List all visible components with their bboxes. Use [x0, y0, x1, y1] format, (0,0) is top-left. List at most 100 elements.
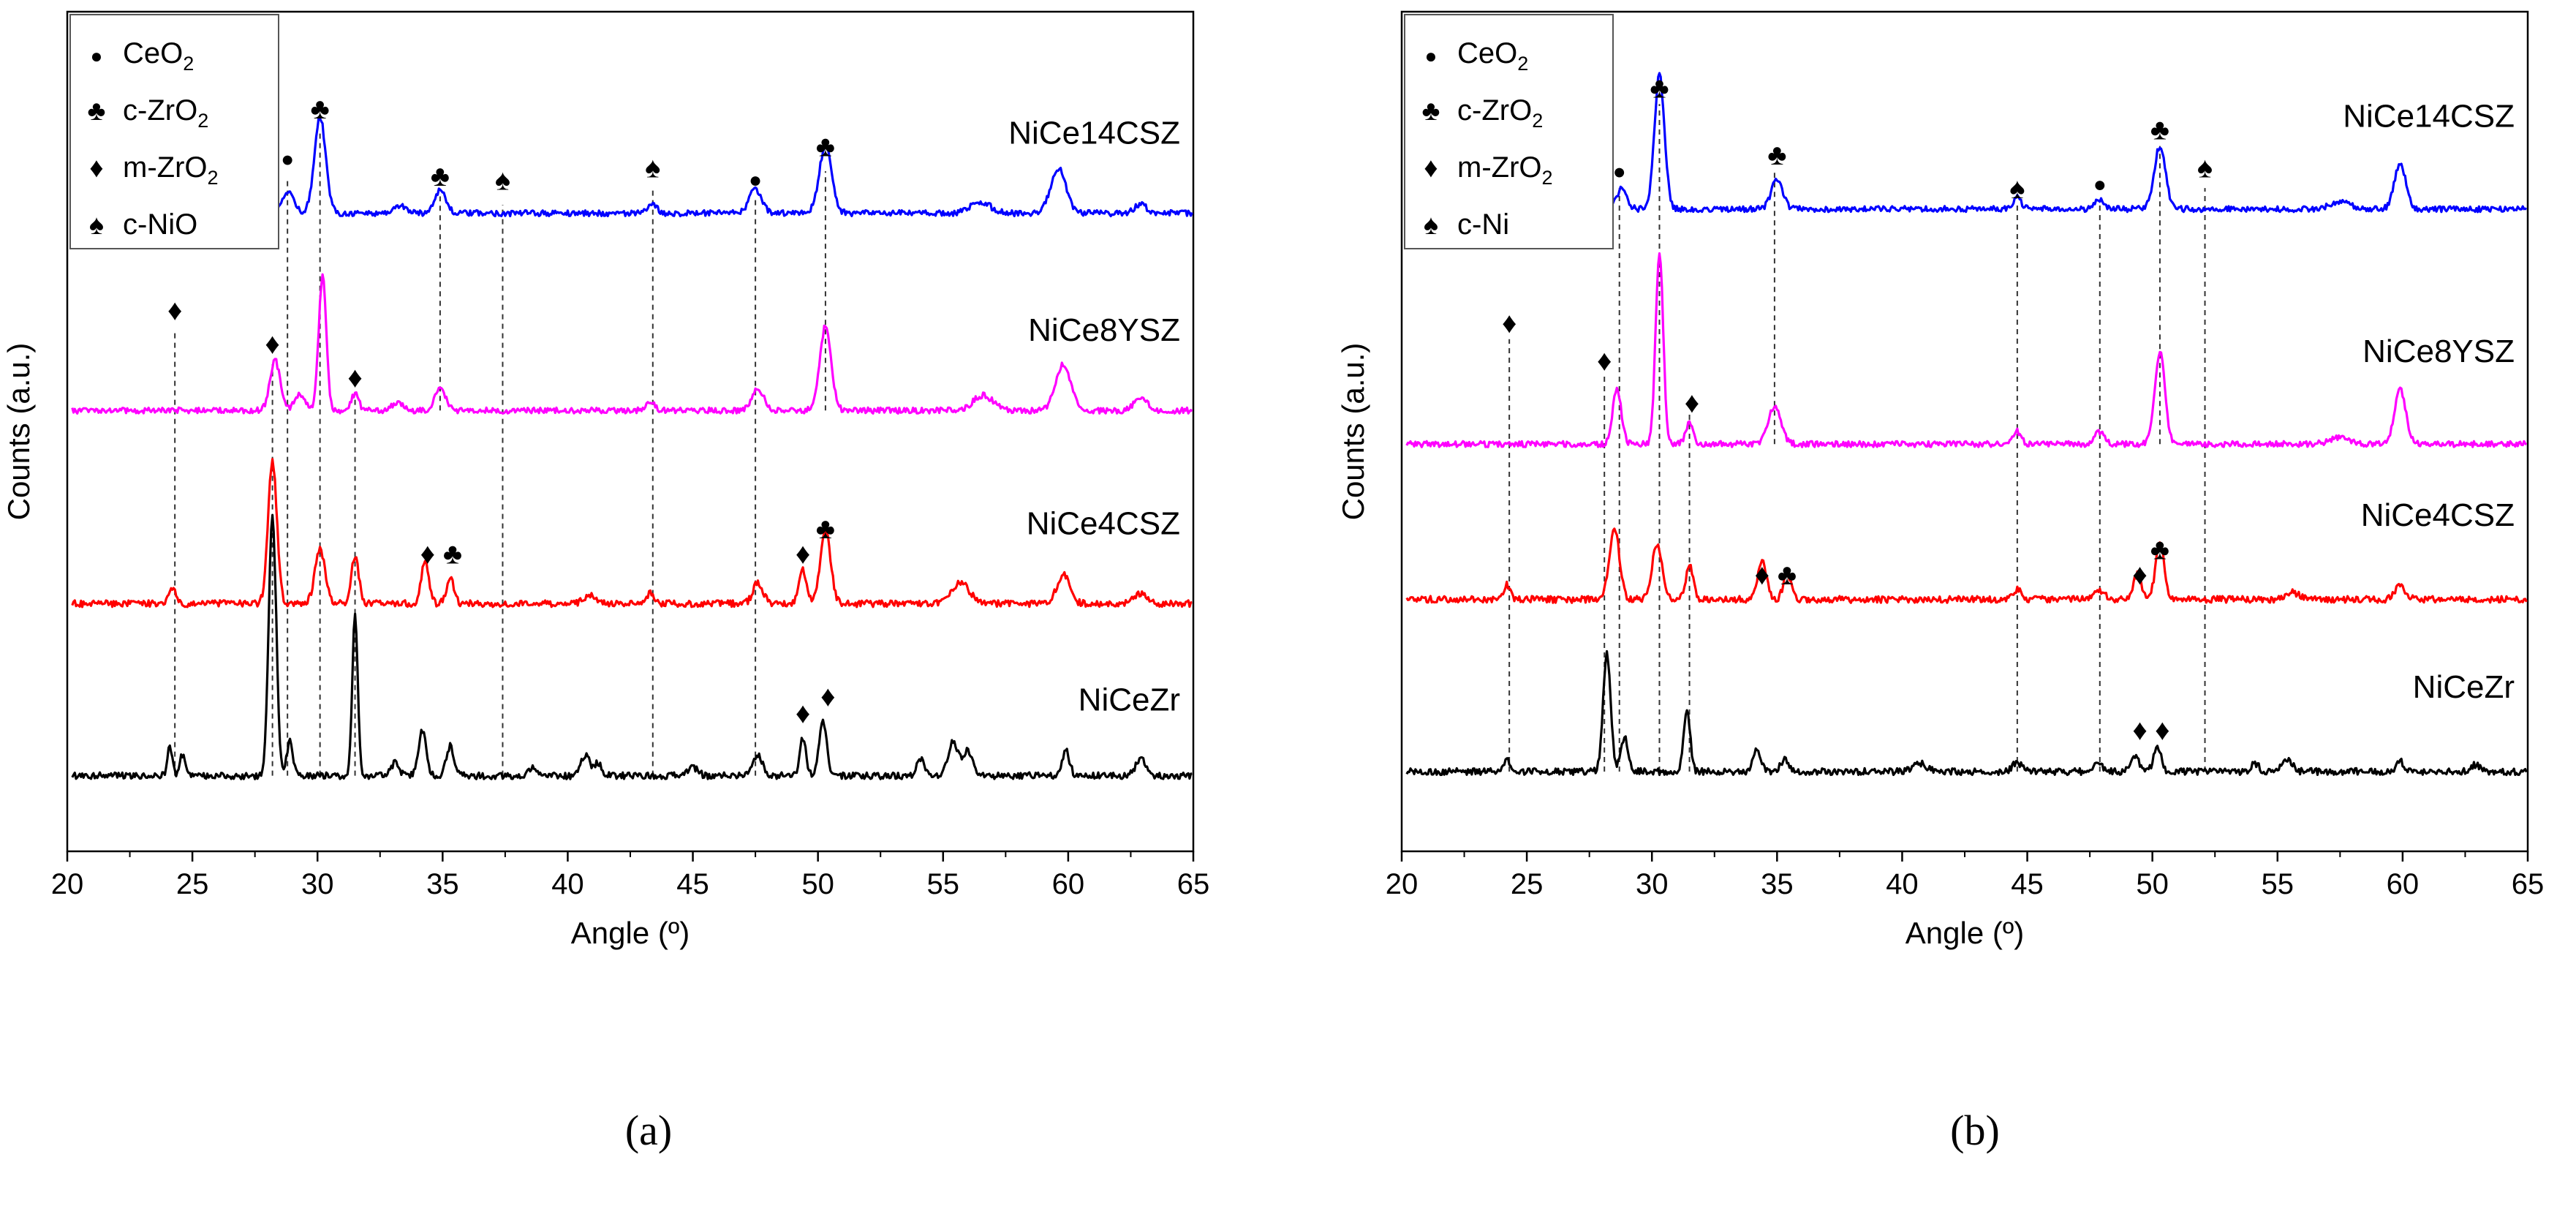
phase-marker: ♦	[2132, 715, 2147, 747]
x-tick-label: 65	[2512, 868, 2545, 900]
phase-marker: ♦	[2155, 715, 2169, 747]
legend-label-subscript: 2	[183, 53, 194, 75]
x-tick-label: 30	[1636, 868, 1669, 900]
phase-marker: ♣	[443, 538, 462, 570]
chart-panel-a: 20 25 30 35 40 45 50 55 60 65 Angle (º) Counts (a.u…	[1, 10, 1210, 950]
legend-label-text: CeO	[1457, 37, 1517, 69]
x-tick-label: 20	[1386, 868, 1419, 900]
x-tick-label: 25	[176, 868, 209, 900]
phase-marker: ♠	[645, 151, 660, 184]
phase-marker: ♦	[167, 295, 182, 327]
series-label: NiCe4CSZ	[1027, 505, 1180, 541]
legend-label-subscript: 2	[208, 167, 219, 189]
phase-marker: ♦	[1755, 559, 1769, 591]
phase-marker: ●	[1613, 160, 1626, 184]
x-tick-label: 25	[1511, 868, 1544, 900]
x-tick-label: 45	[2011, 868, 2044, 900]
legend-box	[69, 14, 279, 249]
phase-marker: ♣	[2150, 114, 2169, 146]
x-tick-label: 35	[426, 868, 459, 900]
phase-marker: ♣	[816, 513, 835, 545]
phase-marker: ♦	[820, 681, 835, 713]
phase-marker: ●	[281, 147, 294, 171]
legend-symbol: ♣	[88, 96, 106, 127]
x-tick-label: 60	[1052, 868, 1085, 900]
y-axis-label: Counts (a.u.)	[1, 343, 36, 521]
x-tick-label: 30	[301, 868, 334, 900]
legend-label: CeO2	[123, 37, 194, 75]
legend-label-subscript: 2	[197, 110, 208, 132]
legend-label: CeO2	[1457, 37, 1528, 75]
phase-marker: ♣	[1650, 72, 1669, 104]
phase-marker: ♠	[2197, 151, 2213, 184]
x-tick-label: 40	[1886, 868, 1919, 900]
legend-label-text: m-ZrO	[1457, 151, 1542, 184]
series-label: NiCe14CSZ	[2343, 99, 2515, 135]
legend-label: m-ZrO2	[1457, 151, 1553, 189]
legend-label-text: c-NiO	[123, 208, 197, 241]
phase-marker: ♦	[420, 538, 435, 570]
series-label: NiCe4CSZ	[2361, 497, 2515, 533]
series-line-NiCe8YSZ	[1405, 252, 2527, 448]
legend-label-subscript: 2	[1532, 110, 1543, 132]
phase-marker: ♦	[1502, 307, 1516, 339]
legend-label: c-ZrO2	[1457, 94, 1543, 132]
legend-symbol: ●	[1425, 45, 1438, 67]
x-tick-label: 65	[1177, 868, 1210, 900]
x-axis-label: Angle (º)	[571, 916, 690, 950]
legend-label-text: m-ZrO	[123, 151, 208, 184]
legend-label-text: c-Ni	[1457, 208, 1509, 241]
legend-label-text: c-ZrO	[1457, 94, 1532, 127]
phase-marker: ♦	[796, 538, 810, 570]
phase-marker: ♣	[311, 93, 330, 125]
phase-marker: ●	[749, 168, 762, 192]
phase-marker: ♦	[347, 361, 362, 393]
legend-symbol: ♠	[1424, 210, 1438, 241]
x-tick-label: 55	[927, 868, 960, 900]
phase-marker: ♦	[265, 328, 279, 360]
series-line-NiCe4CSZ	[1405, 527, 2528, 604]
x-tick-label: 35	[1761, 868, 1794, 900]
series-label: NiCeZr	[2413, 669, 2515, 705]
phase-marker: ♣	[816, 131, 835, 163]
phase-marker: ♦	[796, 698, 810, 730]
series-line-NiCe8YSZ	[71, 273, 1193, 415]
x-tick-label: 55	[2262, 868, 2294, 900]
legend-label-subscript: 2	[1517, 53, 1528, 75]
legend-label: c-Ni	[1457, 208, 1509, 241]
x-tick-label: 45	[676, 868, 709, 900]
phase-marker: ♣	[431, 160, 450, 192]
x-tick-label: 60	[2387, 868, 2420, 900]
y-axis-label: Counts (a.u.)	[1336, 343, 1370, 521]
phase-marker: ♣	[2150, 534, 2169, 566]
series-label: NiCeZr	[1079, 682, 1180, 717]
x-tick-label: 20	[51, 868, 84, 900]
legend-label: c-NiO	[123, 208, 197, 241]
series-line-NiCeZr	[71, 513, 1193, 780]
phase-marker: ♠	[495, 165, 510, 197]
phase-marker: ♠	[2009, 173, 2025, 205]
series-label: NiCe8YSZ	[1028, 312, 1180, 348]
x-tick-label: 50	[2136, 868, 2169, 900]
legend-symbol: ♦	[89, 153, 103, 184]
series-label: NiCe8YSZ	[2362, 334, 2515, 369]
phase-marker: ♣	[1778, 559, 1797, 591]
legend-label-text: CeO	[123, 37, 183, 69]
legend-symbol: ●	[91, 45, 103, 67]
legend-symbol: ♠	[89, 210, 104, 241]
legend-label-subscript: 2	[1542, 167, 1553, 189]
chart-panel-b: 20 25 30 35 40 45 50 55 60 65 Angle (º) Counts (a.u…	[1336, 10, 2545, 950]
x-axis-label: Angle (º)	[1905, 916, 2024, 950]
phase-marker: ♣	[1767, 139, 1786, 171]
legend-label: c-ZrO2	[123, 94, 208, 132]
series-label: NiCe14CSZ	[1008, 115, 1180, 151]
legend-box	[1404, 14, 1614, 249]
series-line-NiCeZr	[1405, 649, 2528, 777]
panel-b-caption: (b)	[1950, 1107, 2000, 1154]
x-tick-label: 50	[801, 868, 834, 900]
phase-marker: ♦	[1685, 387, 1699, 419]
phase-marker: ♦	[1597, 344, 1612, 377]
legend-symbol: ♣	[1422, 96, 1440, 127]
